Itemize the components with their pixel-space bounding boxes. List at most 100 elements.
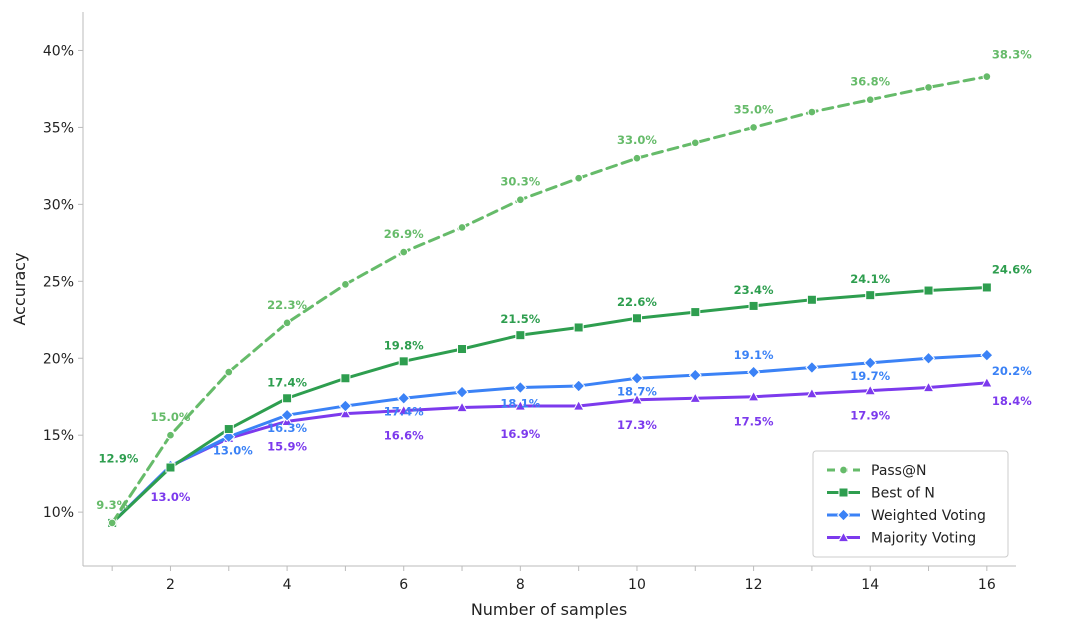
data-point-marker: [455, 385, 469, 399]
legend-marker: [836, 508, 851, 522]
data-point-marker: [806, 294, 817, 305]
data-point-marker: [399, 247, 409, 257]
legend-marker: [839, 465, 848, 475]
data-point-marker: [573, 322, 584, 333]
data-label: 17.4%: [384, 404, 424, 418]
data-point-marker: [457, 223, 467, 232]
data-point-marker: [223, 424, 234, 435]
data-label: 18.7%: [617, 384, 657, 398]
x-axis-title: Number of samples: [471, 600, 627, 619]
x-tick-label: 2: [166, 577, 175, 593]
data-point-marker: [807, 107, 817, 117]
series-line: [110, 75, 989, 525]
data-label: 16.3%: [267, 421, 307, 435]
data-point-marker: [863, 356, 877, 370]
y-tick-label: 15%: [43, 428, 74, 444]
x-tick-label: 14: [861, 577, 879, 593]
data-label: 35.0%: [734, 102, 774, 116]
data-label: 30.3%: [500, 175, 540, 189]
y-tick-label: 10%: [43, 505, 74, 521]
data-point-marker: [688, 368, 702, 382]
data-label: 36.8%: [850, 75, 890, 89]
data-label: 26.9%: [384, 227, 424, 241]
data-point-marker: [457, 344, 468, 355]
data-point-marker: [864, 384, 877, 396]
legend-label: Majority Voting: [871, 531, 976, 547]
data-point-marker: [280, 408, 294, 422]
legend-marker: [838, 487, 849, 498]
data-label: 21.5%: [500, 312, 540, 326]
data-point-marker: [456, 401, 469, 413]
data-point-marker: [340, 373, 351, 384]
data-point-marker: [865, 95, 875, 105]
legend-label: Weighted Voting: [871, 508, 986, 524]
data-label: 22.6%: [617, 295, 657, 309]
data-point-marker: [107, 518, 117, 528]
data-label: 18.1%: [500, 396, 540, 410]
data-point-marker: [690, 307, 701, 318]
data-point-marker: [922, 381, 935, 393]
y-tick-label: 40%: [43, 43, 74, 59]
data-label: 18.4%: [992, 394, 1032, 408]
data-point-marker: [981, 282, 992, 293]
series-best-of-n: [107, 282, 992, 528]
data-point-marker: [982, 72, 992, 81]
data-label: 16.9%: [500, 427, 540, 441]
x-tick-label: 8: [516, 577, 525, 593]
data-point-marker: [338, 399, 352, 413]
data-point-marker: [980, 376, 993, 388]
series-line: [110, 285, 989, 525]
data-point-marker: [572, 379, 586, 393]
series-layer: [105, 72, 994, 530]
y-tick-label: 35%: [43, 120, 74, 136]
data-point-marker: [690, 138, 700, 148]
data-point-marker: [341, 280, 350, 289]
data-label: 23.4%: [734, 283, 774, 297]
data-point-marker: [397, 404, 410, 416]
data-point-marker: [689, 392, 702, 403]
x-tick-label: 6: [399, 577, 408, 593]
data-label: 38.3%: [992, 48, 1032, 62]
data-label: 12.9%: [99, 452, 139, 466]
data-point-marker: [921, 351, 936, 365]
data-label: 13.0%: [151, 490, 191, 504]
chart-axes: [82, 12, 1016, 567]
data-point-marker: [165, 462, 176, 473]
data-label: 19.7%: [850, 369, 890, 383]
series-pass-n: [107, 72, 992, 528]
data-label: 19.8%: [384, 338, 424, 352]
data-point-marker: [397, 391, 411, 405]
y-axis-title: Accuracy: [10, 252, 29, 325]
data-labels-layer: 9.3% 15.0% 22.3% 26.9% 30.3% 33.0% 35.0% 36.8% 3…: [96, 48, 1032, 512]
data-point-marker: [924, 83, 933, 92]
data-label: 22.3%: [267, 298, 307, 312]
data-point-marker: [805, 387, 818, 399]
legend-label: Pass@N: [871, 463, 926, 479]
data-label: 33.0%: [617, 133, 657, 147]
data-point-marker: [747, 390, 760, 402]
data-label: 16.6%: [384, 429, 424, 443]
legend-item: Pass@N: [827, 463, 926, 479]
data-point-marker: [224, 367, 234, 377]
series-line: [110, 353, 989, 525]
data-point-marker: [749, 123, 758, 132]
data-label: 13.0%: [213, 444, 253, 458]
legend-box: [812, 450, 1009, 558]
data-label: 24.6%: [992, 262, 1032, 276]
x-tick-label: 16: [978, 577, 996, 593]
data-label: 17.3%: [617, 418, 657, 432]
data-point-marker: [574, 173, 583, 183]
legend-marker: [837, 531, 850, 543]
data-label: 19.1%: [734, 348, 774, 362]
data-label: 17.4%: [267, 375, 307, 389]
chart-legend: Pass@N Best of N Weighted Voting Majority V…: [812, 450, 1009, 558]
data-point-marker: [631, 313, 642, 324]
data-label: 20.2%: [992, 364, 1032, 378]
data-label: 17.9%: [850, 409, 890, 423]
data-label: 15.9%: [267, 439, 307, 453]
data-point-marker: [630, 371, 644, 385]
data-point-marker: [339, 407, 352, 419]
data-point-marker: [398, 356, 409, 367]
x-tick-label: 4: [283, 577, 292, 593]
